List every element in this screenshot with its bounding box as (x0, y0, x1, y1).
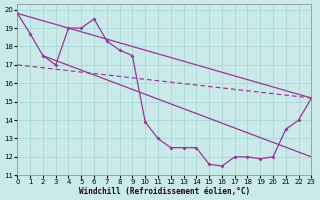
X-axis label: Windchill (Refroidissement éolien,°C): Windchill (Refroidissement éolien,°C) (79, 187, 250, 196)
